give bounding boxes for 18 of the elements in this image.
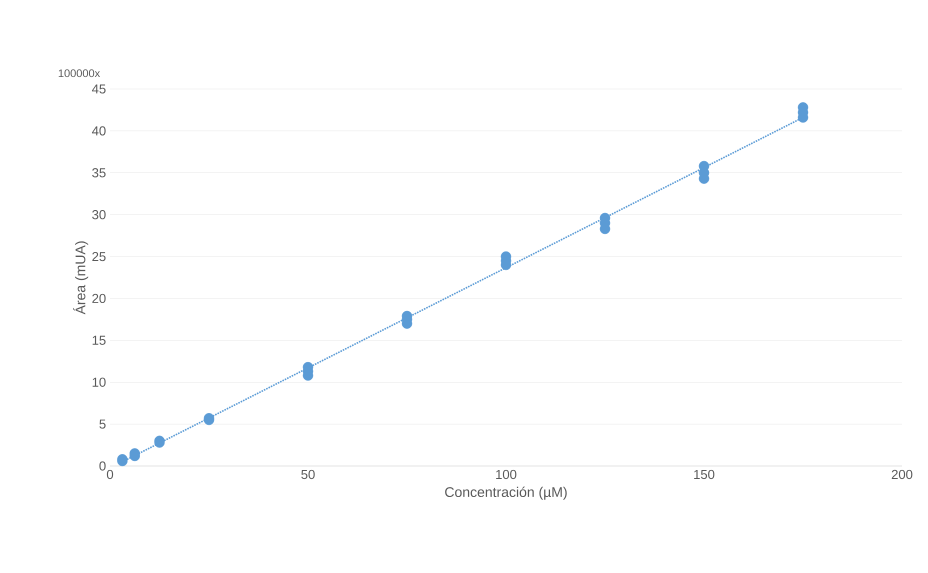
y-tick-label: 10 — [92, 378, 106, 387]
y-tick-label: 35 — [92, 168, 106, 178]
y-tick-label: 45 — [92, 84, 106, 94]
x-tick-label: 50 — [301, 470, 315, 480]
x-axis-title: Concentración (µM) — [445, 486, 567, 500]
x-tick-label: 150 — [694, 470, 714, 480]
y-tick-label: 0 — [99, 461, 106, 471]
x-tick-label: 0 — [106, 470, 114, 480]
x-tick-label: 200 — [892, 470, 912, 480]
y-tick-label: 40 — [92, 126, 106, 136]
y-axis-title: Área (mUA) — [73, 241, 88, 314]
y-tick-label: 25 — [92, 252, 106, 262]
text: 100000x — [58, 69, 100, 78]
x-tick-label: 100 — [496, 470, 516, 480]
y-tick-label: 15 — [92, 336, 106, 345]
y-tick-label: 20 — [92, 294, 106, 304]
y-tick-label: 5 — [99, 420, 106, 429]
y-tick-label: 30 — [92, 210, 106, 220]
